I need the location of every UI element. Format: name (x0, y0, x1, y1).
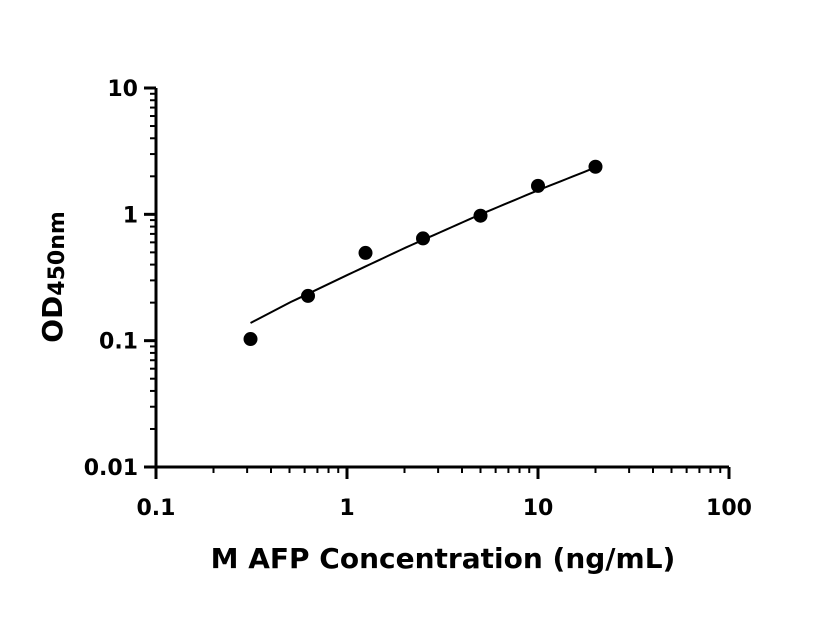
y-tick-label: 0.1 (99, 330, 138, 355)
data-point (358, 245, 373, 260)
x-tick-label: 1 (339, 496, 354, 521)
axes (154, 88, 729, 469)
data-points (243, 159, 603, 347)
x-axis-title: M AFP Concentration (ng/mL) (211, 542, 676, 575)
y-tick-label: 0.01 (84, 456, 138, 481)
data-point (416, 231, 431, 246)
y-tick-label: 1 (123, 203, 138, 228)
data-point (531, 178, 545, 193)
data-point (588, 159, 603, 174)
data-point (243, 332, 258, 347)
x-tick-label: 0.1 (137, 496, 176, 521)
data-point (301, 288, 316, 303)
y-axis-title-sub: 450nm (45, 211, 70, 296)
y-axis-title-main: OD (36, 296, 69, 343)
y-axis-title: OD450nm (36, 211, 70, 343)
x-tick-label: 100 (706, 496, 752, 521)
y-ticks: 0.01 0.1 1 10 (84, 77, 156, 481)
y-tick-label: 10 (107, 77, 138, 102)
x-tick-label: 10 (523, 496, 554, 521)
data-point (473, 208, 488, 223)
x-ticks: 0.1 1 10 100 (137, 467, 752, 521)
